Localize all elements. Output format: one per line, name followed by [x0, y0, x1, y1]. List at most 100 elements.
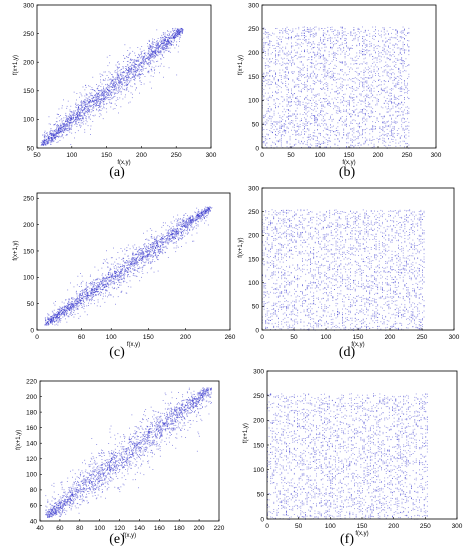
scatter-point [307, 43, 308, 44]
scatter-point [277, 93, 278, 94]
scatter-point [287, 142, 288, 143]
scatter-point [326, 113, 327, 114]
scatter-point [387, 50, 388, 51]
scatter-point [375, 111, 376, 112]
scatter-point [167, 46, 168, 47]
scatter-point [161, 59, 162, 60]
scatter-point [263, 117, 264, 118]
scatter-point [117, 69, 118, 70]
scatter-point [345, 65, 346, 66]
scatter-point [300, 114, 301, 115]
scatter-point [86, 106, 87, 107]
scatter-point [391, 88, 392, 89]
scatter-point [313, 52, 314, 53]
scatter-point [128, 72, 129, 73]
scatter-point [349, 114, 350, 115]
scatter-point [278, 52, 279, 53]
scatter-point [345, 43, 346, 44]
scatter-point [268, 100, 269, 101]
scatter-point [56, 126, 57, 127]
scatter-point [371, 128, 372, 129]
scatter-point [59, 116, 60, 117]
scatter-point [176, 75, 177, 76]
scatter-point [274, 34, 275, 35]
scatter-point [277, 135, 278, 136]
scatter-point [394, 96, 395, 97]
scatter-point [269, 97, 270, 98]
scatter-point [174, 48, 175, 49]
scatter-point [85, 118, 86, 119]
scatter-point [294, 125, 295, 126]
scatter-point [297, 39, 298, 40]
scatter-point [281, 77, 282, 78]
scatter-point [366, 121, 367, 122]
scatter-point [304, 37, 305, 38]
scatter-point [131, 67, 132, 68]
scatter-point [148, 46, 149, 47]
scatter-point [118, 61, 119, 62]
scatter-point [129, 66, 130, 67]
scatter-point [70, 119, 71, 120]
scatter-point [131, 92, 132, 93]
scatter-point [87, 106, 88, 107]
scatter-point [340, 119, 341, 120]
scatter-point [387, 54, 388, 55]
scatter-point [324, 114, 325, 115]
scatter-point [120, 79, 121, 80]
scatter-point [404, 63, 405, 64]
scatter-point [352, 110, 353, 111]
scatter-point [96, 92, 97, 93]
scatter-point [356, 56, 357, 57]
scatter-point [71, 119, 72, 120]
scatter-point [337, 90, 338, 91]
scatter-point [111, 94, 112, 95]
scatter-point [292, 29, 293, 30]
scatter-point [343, 79, 344, 80]
scatter-point [358, 130, 359, 131]
scatter-point [369, 107, 370, 108]
scatter-point [275, 83, 276, 84]
scatter-point [128, 83, 129, 84]
scatter-point [88, 85, 89, 86]
scatter-point [333, 126, 334, 127]
scatter-point [102, 74, 103, 75]
scatter-point [266, 147, 267, 148]
scatter-point [148, 71, 149, 72]
scatter-point [271, 118, 272, 119]
scatter-point [369, 78, 370, 79]
scatter-point [319, 53, 320, 54]
scatter-point [57, 133, 58, 134]
scatter-point [117, 77, 118, 78]
scatter-point [176, 45, 177, 46]
scatter-point [288, 84, 289, 85]
scatter-point [369, 46, 370, 47]
scatter-point [391, 132, 392, 133]
scatter-point [57, 130, 58, 131]
scatter-point [403, 66, 404, 67]
scatter-point [68, 128, 69, 129]
scatter-point [391, 37, 392, 38]
scatter-point [326, 95, 327, 96]
scatter-point [269, 88, 270, 89]
scatter-point [390, 145, 391, 146]
scatter-point [303, 27, 304, 28]
scatter-point [408, 132, 409, 133]
scatter-point [50, 142, 51, 143]
scatter-point [352, 142, 353, 143]
scatter-point [125, 94, 126, 95]
scatter-point [175, 28, 176, 29]
scatter-point [303, 33, 304, 34]
scatter-point [362, 64, 363, 65]
scatter-point [265, 34, 266, 35]
scatter-point [404, 132, 405, 133]
scatter-point [99, 109, 100, 110]
scatter-point [120, 70, 121, 71]
scatter-point [408, 90, 409, 91]
scatter-point [340, 110, 341, 111]
scatter-point [104, 91, 105, 92]
scatter-point [400, 95, 401, 96]
scatter-point [401, 63, 402, 64]
scatter-point [275, 54, 276, 55]
scatter-point [152, 67, 153, 68]
scatter-point [359, 50, 360, 51]
